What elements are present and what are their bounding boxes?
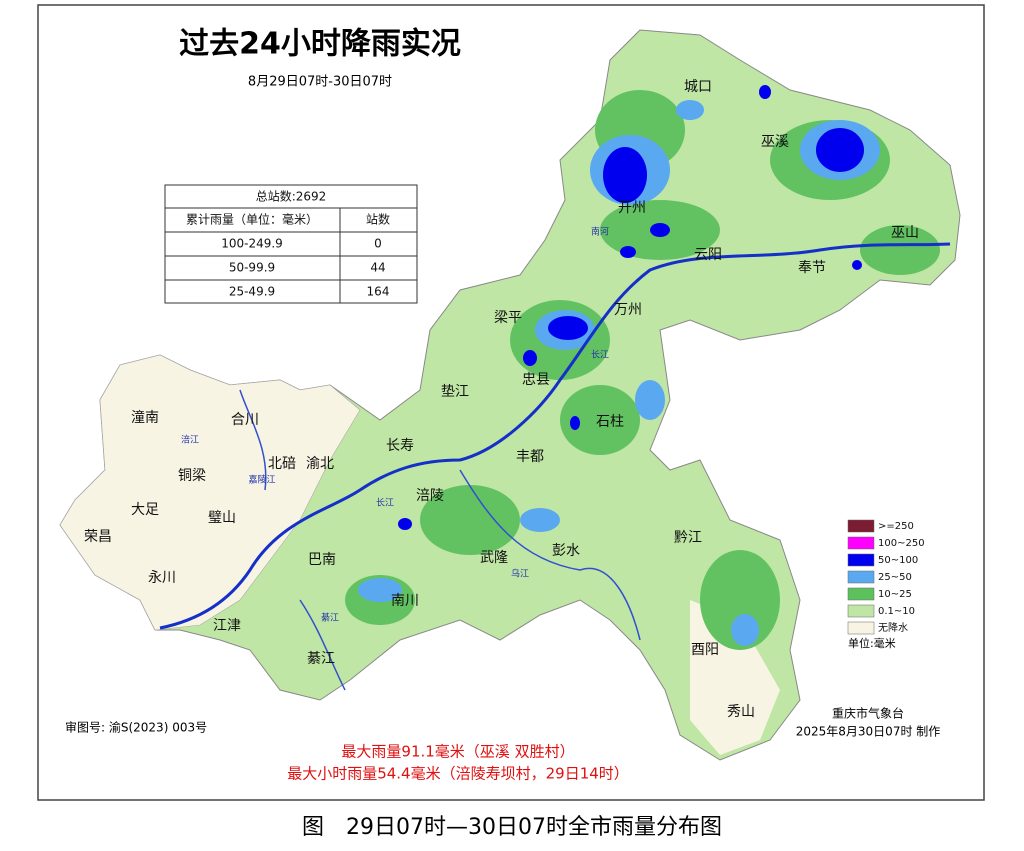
river bbox=[239, 389, 267, 491]
place-label: 黔江 bbox=[674, 530, 702, 546]
river-label: 长江 bbox=[591, 349, 609, 361]
dry-area bbox=[59, 354, 361, 631]
place-label: 潼南 bbox=[131, 409, 159, 426]
legend-swatch bbox=[847, 570, 875, 584]
legend-label: 25~50 bbox=[878, 572, 912, 583]
place-label: 合川 bbox=[231, 412, 259, 428]
place-label: 长寿 bbox=[386, 437, 414, 454]
place-label: 开州 bbox=[618, 200, 646, 216]
map-subtitle: 8月29日07时-30日07时 bbox=[248, 75, 392, 90]
max-rain-note: 最大雨量91.1毫米（巫溪 双胜村） bbox=[341, 743, 574, 761]
place-label: 江津 bbox=[213, 618, 241, 634]
legend-swatch bbox=[847, 604, 875, 618]
place-label: 巫山 bbox=[891, 225, 919, 241]
place-label: 云阳 bbox=[694, 247, 722, 263]
place-label: 铜梁 bbox=[178, 468, 206, 484]
legend-swatch bbox=[847, 587, 875, 601]
place-label: 城口 bbox=[684, 79, 712, 95]
place-label: 秀山 bbox=[727, 704, 755, 720]
storm-rain bbox=[398, 85, 864, 530]
place-label: 荣昌 bbox=[84, 529, 112, 545]
place-label: 梁平 bbox=[494, 310, 522, 326]
table-cell: 100-249.9 bbox=[221, 237, 283, 251]
place-label: 璧山 bbox=[208, 509, 236, 526]
place-label: 大足 bbox=[131, 502, 159, 518]
legend-label: 50~100 bbox=[878, 555, 918, 566]
table-cell: 164 bbox=[367, 285, 390, 299]
legend-swatch bbox=[847, 519, 875, 533]
map-title: 过去24小时降雨实况 bbox=[179, 27, 461, 62]
table-border bbox=[164, 184, 418, 304]
river-label: 嘉陵江 bbox=[248, 474, 275, 486]
place-label: 渝北 bbox=[306, 456, 334, 472]
river bbox=[299, 599, 346, 691]
max-hourly-note: 最大小时雨量54.4毫米（涪陵寿坝村，29日14时） bbox=[287, 765, 629, 783]
legend: >=250 100~250 50~100 25~50 10~25 0.1~10 无降水 bbox=[847, 519, 925, 635]
place-label: 涪陵 bbox=[416, 488, 444, 504]
issue-time: 2025年8月30日07时 制作 bbox=[796, 725, 941, 739]
legend-unit: 单位:毫米 bbox=[848, 636, 896, 650]
place-label: 垫江 bbox=[441, 384, 469, 400]
dry-area bbox=[690, 600, 780, 755]
place-label: 綦江 bbox=[307, 651, 335, 667]
table-cell: 50-99.9 bbox=[229, 261, 275, 275]
table-total: 总站数:2692 bbox=[256, 189, 327, 204]
place-label: 永川 bbox=[148, 570, 176, 586]
legend-swatch bbox=[847, 536, 875, 550]
legend-label: 100~250 bbox=[878, 538, 925, 549]
river-label: 綦江 bbox=[321, 612, 339, 624]
place-label: 忠县 bbox=[522, 372, 550, 388]
issuer: 重庆市气象台 bbox=[832, 706, 904, 721]
station-table: 总站数:2692 累计雨量（单位：毫米） 站数 100-249.9 0 50-9… bbox=[164, 184, 418, 304]
yangtze-river bbox=[159, 242, 951, 630]
place-label: 万州 bbox=[614, 302, 642, 318]
place-label: 巴南 bbox=[308, 552, 336, 568]
legend-swatch bbox=[847, 553, 875, 567]
river-label: 南河 bbox=[591, 226, 609, 238]
legend-label: 0.1~10 bbox=[878, 606, 915, 617]
river-label: 乌江 bbox=[511, 568, 529, 580]
legend-label: 无降水 bbox=[878, 621, 908, 634]
legend-swatch bbox=[847, 621, 875, 635]
table-cell: 0 bbox=[374, 237, 382, 251]
region bbox=[59, 29, 961, 761]
place-label: 石柱 bbox=[596, 414, 624, 430]
place-label: 丰都 bbox=[516, 449, 544, 465]
approval-number: 审图号: 渝S(2023) 003号 bbox=[65, 720, 207, 735]
table-cell: 44 bbox=[370, 261, 385, 275]
place-label: 奉节 bbox=[798, 260, 826, 276]
place-label: 酉阳 bbox=[691, 642, 719, 658]
place-label: 武隆 bbox=[480, 550, 508, 566]
legend-label: >=250 bbox=[878, 521, 914, 532]
river bbox=[459, 469, 641, 641]
place-label: 巫溪 bbox=[761, 134, 789, 150]
place-label: 南川 bbox=[391, 593, 419, 609]
table-header: 站数 bbox=[366, 212, 390, 227]
table-cell: 25-49.9 bbox=[229, 285, 275, 299]
place-label: 彭水 bbox=[552, 543, 580, 559]
table-header: 累计雨量（单位：毫米） bbox=[186, 212, 318, 227]
legend-label: 10~25 bbox=[878, 589, 912, 600]
place-label: 北碚 bbox=[268, 456, 296, 472]
river-label: 长江 bbox=[376, 497, 394, 509]
river-label: 涪江 bbox=[181, 434, 199, 446]
figure-caption: 图 29日07时—30日07时全市雨量分布图 bbox=[302, 815, 722, 840]
